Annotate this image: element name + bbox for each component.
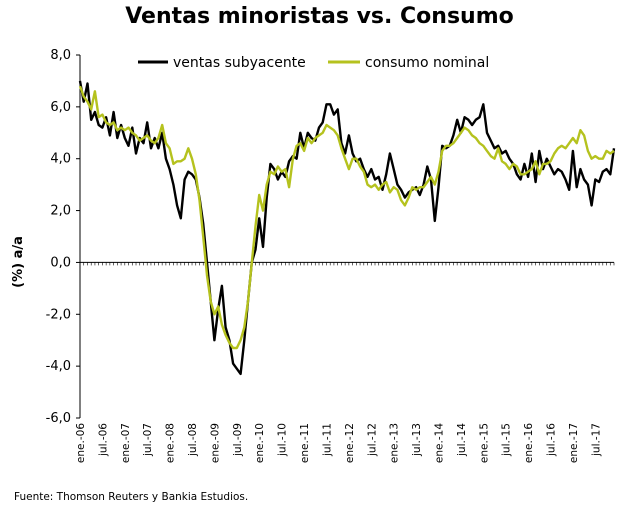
x-tick-label: ene.-06 [75, 423, 87, 463]
x-tick-label: ene.-07 [120, 423, 132, 463]
x-tick-label: ene.-09 [209, 423, 221, 463]
legend-label: consumo nominal [365, 55, 489, 71]
x-tick-label: ene.-16 [523, 423, 535, 463]
y-axis-label: (%) a/a [11, 236, 26, 288]
x-tick-label: jul.-14 [456, 423, 468, 457]
x-tick-label: jul.-09 [232, 423, 244, 457]
x-tick-label: ene.-10 [254, 423, 266, 463]
legend: ventas subyacente consumo nominal [138, 55, 489, 71]
x-tick-label: ene.-12 [344, 423, 356, 463]
x-tick-label: jul.-17 [590, 423, 602, 457]
y-tick-label: 8,0 [50, 48, 71, 63]
y-tick-label: 4,0 [50, 152, 71, 167]
y-tick-label: -2,0 [46, 307, 71, 322]
y-tick-label: 6,0 [50, 100, 71, 115]
series-line-ventas-subyacente [78, 80, 616, 376]
y-tick-label: -6,0 [46, 411, 71, 426]
x-axis: ene.-06 jul.-06 ene.-07 jul.-07 ene.-08 jul.-… [75, 261, 615, 463]
y-tick-label: 0,0 [50, 255, 71, 270]
x-tick-label: ene.-15 [478, 423, 490, 463]
series-line-consumo-nominal [78, 85, 615, 350]
y-tick-label: 2,0 [50, 204, 71, 219]
x-tick-label: jul.-07 [142, 423, 154, 457]
x-tick-label: ene.-17 [568, 423, 580, 463]
legend-label: ventas subyacente [173, 55, 306, 71]
y-axis: -6,0 -4,0 -2,0 0,0 2,0 4,0 6,0 8,0 [46, 48, 81, 426]
x-tick-label: jul.-11 [321, 423, 333, 457]
x-tick-label: ene.-11 [299, 423, 311, 463]
x-tick-label: jul.-15 [501, 423, 513, 457]
x-tick-label: jul.-08 [187, 423, 199, 457]
y-tick-label: -4,0 [46, 359, 71, 374]
x-tick-label: ene.-14 [433, 423, 445, 463]
x-tick-label: jul.-13 [411, 423, 423, 457]
x-tick-label: ene.-13 [389, 423, 401, 463]
series-layer [78, 80, 616, 376]
x-tick-label: jul.-16 [546, 423, 558, 457]
x-tick-label: jul.-06 [97, 423, 109, 457]
x-tick-label: jul.-10 [277, 423, 289, 457]
source-note: Fuente: Thomson Reuters y Bankia Estudio… [14, 491, 249, 503]
x-tick-label: ene.-08 [165, 423, 177, 463]
x-tick-label: jul.-12 [366, 423, 378, 457]
chart-title: Ventas minoristas vs. Consumo [125, 4, 514, 29]
